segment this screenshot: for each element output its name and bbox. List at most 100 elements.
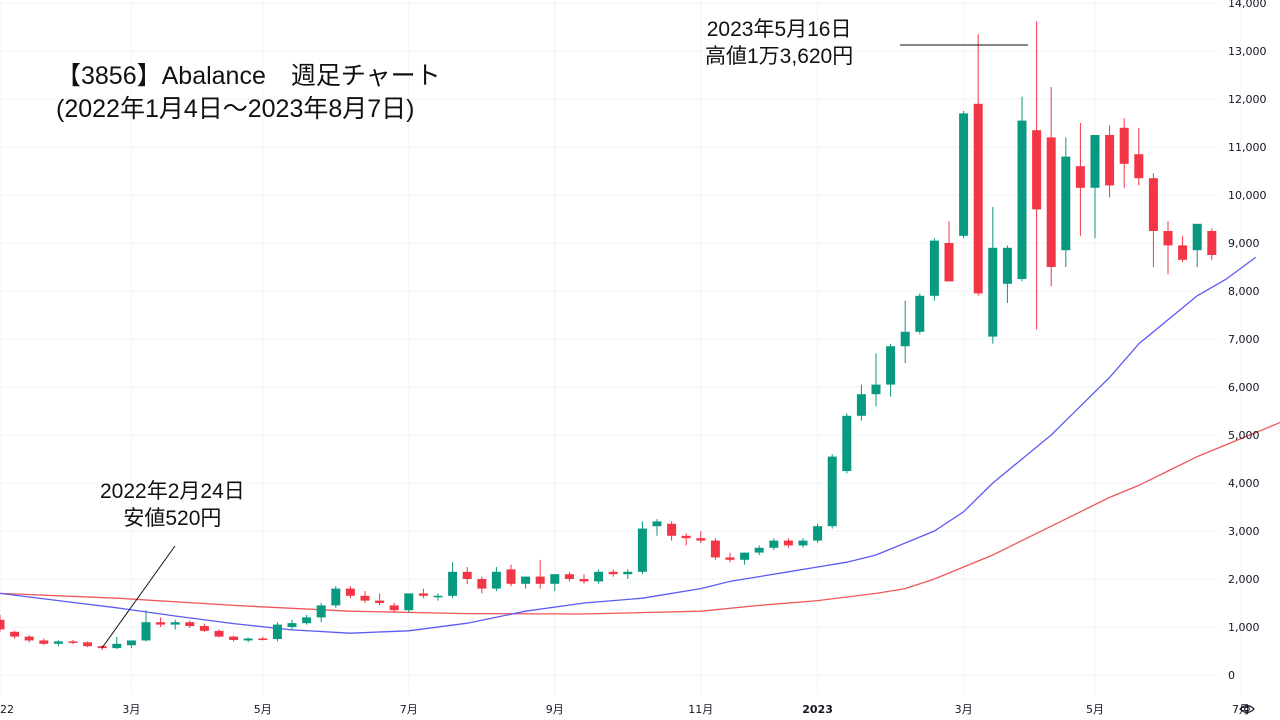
candle — [1207, 228, 1217, 260]
candle-body — [652, 521, 662, 527]
candle — [214, 629, 224, 638]
candle — [39, 638, 49, 646]
y-tick-label: 2,000 — [1228, 573, 1260, 586]
candle — [623, 569, 633, 579]
candle — [83, 641, 93, 648]
low-annotation-value: 安値520円 — [123, 507, 222, 530]
chart-title: 【3856】Abalance 週足チャート (2022年1月4日～2023年8月… — [56, 60, 441, 126]
candle — [710, 538, 720, 560]
candle — [594, 569, 604, 584]
candle — [156, 617, 166, 627]
candle-body — [53, 641, 63, 644]
x-tick-label: 2023 — [802, 703, 833, 716]
candle-body — [272, 624, 282, 639]
candle-body — [331, 588, 341, 606]
candle-body — [1134, 154, 1144, 179]
high-annotation: 2023年5月16日 高値1万3,620円 — [705, 16, 853, 70]
candle-body — [462, 571, 472, 579]
candle-body — [637, 528, 647, 572]
candle-body — [856, 394, 866, 416]
y-tick-label: 9,000 — [1228, 237, 1260, 250]
candle — [1134, 127, 1144, 186]
candle — [418, 588, 428, 599]
candle-body — [900, 331, 910, 347]
candle — [316, 603, 326, 623]
candle — [579, 574, 589, 584]
x-tick-label: 7月 — [400, 703, 418, 716]
candle-body — [579, 579, 589, 582]
candle-body — [929, 240, 939, 296]
candle — [798, 538, 808, 548]
candle — [0, 615, 5, 632]
x-tick-label: 5月 — [1086, 703, 1104, 716]
candle-body — [886, 346, 896, 385]
y-tick-label: 0 — [1228, 669, 1235, 682]
candle — [1061, 137, 1071, 267]
low-annotation-line — [101, 545, 176, 649]
candle — [185, 620, 195, 628]
candle-body — [1002, 247, 1012, 284]
candle-body — [871, 384, 881, 395]
candle-body — [199, 626, 209, 631]
candle-body — [754, 547, 764, 553]
candle — [608, 569, 618, 577]
candle — [375, 593, 385, 606]
candle-body — [915, 295, 925, 332]
candle — [477, 576, 487, 594]
y-tick-label: 13,000 — [1228, 45, 1267, 58]
candle-body — [477, 579, 487, 589]
x-tick-label: 5月 — [254, 703, 272, 716]
candle-body — [302, 617, 312, 624]
candle — [740, 552, 750, 565]
candle-body — [448, 571, 458, 596]
candle — [652, 519, 662, 536]
candle — [725, 552, 735, 563]
candle-body — [594, 571, 604, 582]
candle-body — [740, 552, 750, 560]
candle-body — [725, 557, 735, 560]
chart-title-line2: (2022年1月4日～2023年8月7日) — [56, 95, 415, 123]
candle — [1105, 125, 1115, 198]
candle-body — [24, 636, 34, 641]
ma-long-line — [0, 421, 1280, 615]
settings-icon[interactable] — [1238, 700, 1256, 718]
candle — [915, 293, 925, 335]
candle-body — [1046, 137, 1056, 267]
candle-body — [185, 622, 195, 627]
candle-body — [623, 571, 633, 575]
candle-body — [667, 523, 677, 536]
candle — [302, 615, 312, 625]
candle — [1178, 235, 1188, 263]
candle — [243, 637, 253, 643]
candle — [1002, 245, 1012, 303]
candle — [521, 576, 531, 589]
candle-body — [564, 574, 574, 579]
candle-body — [608, 571, 618, 575]
y-tick-label: 12,000 — [1228, 93, 1267, 106]
high-annotation-value: 高値1万3,620円 — [705, 45, 854, 68]
candle — [973, 34, 983, 296]
x-tick-label: 22 — [0, 703, 14, 716]
y-axis-price-scale[interactable]: 0 1,000 2,000 3,000 4,000 5,000 6,000 7,000 8,00… — [1228, 0, 1267, 682]
candle — [68, 639, 78, 645]
candle-body — [491, 571, 501, 589]
candle-body — [1105, 135, 1115, 186]
candle-body — [10, 631, 20, 637]
y-tick-label: 6,000 — [1228, 381, 1260, 394]
candle — [550, 574, 560, 591]
x-axis-time-scale[interactable]: 22 3月 5月 7月 9月 11月 2023 3月 5月 7月 — [0, 703, 1250, 716]
candle — [842, 413, 852, 474]
x-tick-label: 9月 — [546, 703, 564, 716]
candle-body — [827, 456, 837, 527]
candle-body — [1148, 178, 1158, 231]
grid-lines — [0, 0, 1242, 695]
candle — [491, 567, 501, 591]
candle — [681, 533, 691, 546]
candle — [1075, 123, 1085, 236]
candle-body — [710, 540, 720, 558]
candle — [813, 523, 823, 543]
candle-body — [521, 576, 531, 584]
candle — [258, 636, 268, 641]
candle — [667, 521, 677, 541]
